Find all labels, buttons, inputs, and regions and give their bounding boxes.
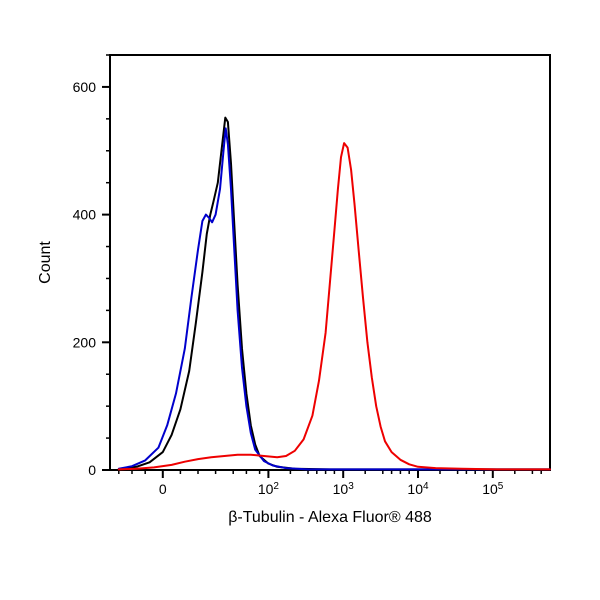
svg-text:105: 105 (482, 481, 504, 498)
svg-text:Count: Count (37, 241, 54, 284)
svg-text:0: 0 (88, 462, 96, 478)
svg-text:104: 104 (407, 481, 429, 498)
flow-cytometry-chart: 0 200 400 600 Count 0 102 103 104 105 β-Tubulin - … (0, 0, 600, 600)
svg-text:102: 102 (258, 481, 280, 498)
svg-text:103: 103 (333, 481, 355, 498)
svg-text:β-Tubulin - Alexa Fluor® 488: β-Tubulin - Alexa Fluor® 488 (228, 509, 432, 526)
chart-svg: 0 200 400 600 Count 0 102 103 104 105 β-Tubulin - … (0, 0, 600, 600)
svg-text:600: 600 (73, 79, 97, 95)
svg-text:0: 0 (159, 481, 167, 497)
svg-text:400: 400 (73, 207, 97, 223)
svg-text:200: 200 (73, 334, 97, 350)
